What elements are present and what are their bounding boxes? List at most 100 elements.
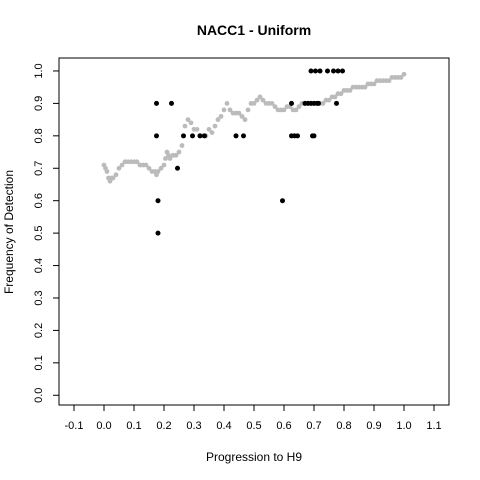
gray-data-point: [155, 169, 161, 174]
x-tick-label: 0.1: [126, 420, 141, 432]
gray-data-point: [179, 143, 185, 148]
x-tick-label: 0.6: [276, 420, 291, 432]
gray-data-point: [257, 94, 263, 100]
black-data-point: [241, 133, 246, 139]
black-data-point: [181, 133, 186, 139]
gray-data-point: [163, 156, 168, 161]
gray-data-point: [272, 104, 278, 110]
black-data-point: [335, 68, 341, 74]
gray-data-point: [158, 165, 164, 171]
x-tick-label: 0.8: [336, 420, 351, 432]
black-data-point: [317, 68, 323, 74]
x-tick-label: 0.7: [306, 420, 321, 432]
x-tick-label: -0.1: [65, 420, 84, 432]
x-tick-label: 1.1: [426, 420, 441, 432]
gray-data-point: [320, 101, 326, 106]
gray-data-point: [236, 110, 242, 116]
y-tick-label: 0.9: [33, 96, 45, 111]
y-tick-label: 0.8: [33, 128, 45, 143]
gray-data-point: [134, 159, 140, 165]
gray-data-point: [116, 165, 122, 171]
gray-data-point: [188, 120, 194, 126]
y-tick-label: 0.2: [33, 323, 45, 338]
x-tick-label: 0.9: [366, 420, 381, 432]
black-data-point: [334, 100, 339, 106]
gray-data-point: [251, 101, 257, 106]
gray-data-point: [242, 117, 248, 123]
black-data-point: [202, 133, 207, 139]
gray-data-point: [209, 130, 215, 135]
gray-data-point: [296, 104, 302, 110]
y-tick-label: 1.0: [33, 63, 45, 78]
gray-data-point: [227, 107, 233, 113]
gray-data-point: [182, 123, 188, 129]
black-data-point: [154, 100, 159, 106]
black-data-point: [155, 230, 161, 236]
y-tick-label: 0.3: [33, 290, 45, 305]
gray-data-point: [176, 149, 182, 155]
gray-data-point: [224, 101, 230, 106]
x-tick-label: 0.3: [186, 420, 201, 432]
gray-data-point: [173, 152, 179, 158]
plot-area: -0.1 0.0 0.1 0.2 0.3 0.4 0.5 0.6 0.7 0.8 0.9 1.0 1.1…: [33, 57, 450, 432]
gray-data-point: [215, 117, 221, 123]
x-axis-label: Progression to H9: [206, 450, 302, 464]
black-data-point: [197, 133, 203, 139]
gray-data-point: [269, 101, 275, 106]
black-data-point: [233, 133, 239, 139]
gray-data-point: [362, 84, 368, 90]
gray-data-point: [212, 123, 218, 129]
black-data-point: [308, 68, 314, 74]
black-data-point: [169, 100, 174, 106]
y-axis-label: Frequency of Detection: [2, 170, 16, 294]
gray-data-point: [332, 94, 338, 100]
x-tick-label: 1.0: [396, 420, 411, 432]
x-tick-label: 0.0: [96, 420, 111, 432]
gray-data-point: [146, 165, 152, 171]
y-tick-label: 0.5: [33, 225, 45, 240]
gray-data-point: [398, 75, 404, 80]
gray-data-point: [206, 126, 212, 132]
gray-data-point: [293, 107, 299, 113]
gray-data-point: [254, 97, 260, 103]
gray-data-point: [371, 81, 377, 87]
black-data-point: [325, 68, 330, 74]
gray-data-point: [347, 88, 353, 93]
gray-data-point: [221, 107, 227, 113]
gray-data-point: [143, 162, 149, 168]
gray-data-point: [239, 113, 245, 119]
black-data-point: [340, 68, 345, 74]
y-tick-label: 0.1: [33, 355, 45, 370]
black-data-point: [313, 68, 318, 74]
gray-data-point: [245, 107, 251, 113]
gray-data-point: [113, 172, 119, 178]
black-data-point: [295, 133, 300, 139]
black-data-point: [155, 198, 161, 204]
gray-data-point: [167, 156, 173, 161]
y-tick-label: 0.0: [33, 388, 45, 403]
gray-data-point: [338, 91, 344, 97]
gray-data-point: [161, 162, 167, 168]
gray-data-point: [401, 71, 407, 77]
y-tick-label: 0.4: [33, 258, 45, 273]
gray-data-point: [104, 169, 110, 174]
gray-data-point: [326, 97, 332, 103]
y-tick-label: 0.7: [33, 161, 45, 176]
x-tick-label: 0.2: [156, 420, 171, 432]
gray-data-point: [119, 162, 125, 168]
gray-data-point: [110, 175, 116, 181]
gray-data-point: [194, 126, 200, 132]
black-data-point: [316, 100, 321, 106]
black-data-point: [154, 133, 159, 139]
gray-data-point: [260, 97, 266, 103]
black-data-point: [311, 133, 317, 139]
y-tick-label: 0.6: [33, 193, 45, 208]
black-data-point: [331, 68, 336, 74]
gray-data-point: [281, 107, 287, 113]
gray-data-point: [386, 78, 392, 84]
black-data-point: [190, 133, 195, 139]
x-tick-label: 0.4: [216, 420, 231, 432]
chart-title: NACC1 - Uniform: [197, 22, 311, 38]
